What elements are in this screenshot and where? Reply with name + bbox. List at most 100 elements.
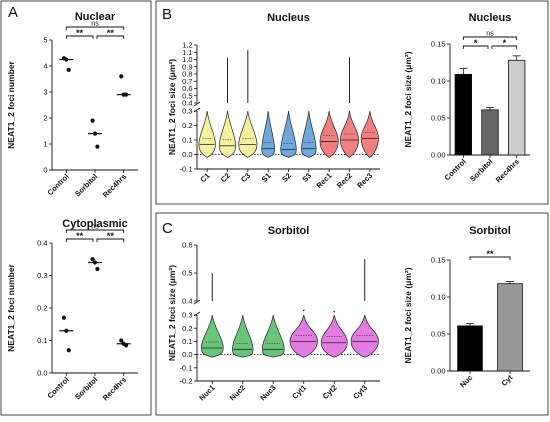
y-tick-label: 0.6 xyxy=(182,84,192,93)
data-point xyxy=(61,315,67,320)
x-tick-label: Sorbitol xyxy=(73,172,99,198)
bar-cyt xyxy=(497,283,523,372)
x-tick-label: Control xyxy=(46,172,71,197)
y-tick-label: 0.4 xyxy=(182,99,192,108)
y-tick-label: 0.00 xyxy=(431,367,446,376)
chart-title: Nucleus xyxy=(267,12,310,24)
y-tick-label: 1.2 xyxy=(182,41,192,50)
y-tick-label: 0.1 xyxy=(182,136,192,145)
significance-bracket xyxy=(462,36,518,40)
data-point xyxy=(95,266,100,272)
y-tick-label: 0 xyxy=(43,166,47,175)
y-tick-label: 0.10 xyxy=(431,77,446,86)
y-tick-label: 0.7 xyxy=(182,77,192,86)
significance-bracket xyxy=(462,45,489,49)
bar-nuc xyxy=(457,325,483,372)
x-tick-label: Rec1 xyxy=(315,171,334,190)
x-tick-label: Nuc1 xyxy=(197,383,216,402)
significance-bracket xyxy=(491,45,518,49)
y-tick-label: 0.6 xyxy=(182,241,192,250)
significance-bracket xyxy=(65,35,94,39)
bar-rec4hrs xyxy=(507,59,526,156)
significance-bracket xyxy=(65,238,94,242)
violin-cyt1 xyxy=(289,314,318,358)
panel-label: A xyxy=(8,4,18,21)
y-tick-label: 0.10 xyxy=(431,293,446,302)
chart-title: Nuclear xyxy=(75,11,116,23)
y-axis-label: NEAT1_2 foci size (μm²) xyxy=(403,51,413,147)
y-tick-label: -0.2 xyxy=(180,377,193,386)
significance-bracket xyxy=(65,26,125,30)
significance-label: ** xyxy=(76,231,84,241)
y-tick-label: 0.4 xyxy=(37,239,47,248)
y-tick-label: 4 xyxy=(43,62,47,71)
x-tick-label: Nuc2 xyxy=(228,383,247,402)
data-point xyxy=(66,67,71,72)
data-point xyxy=(119,74,124,79)
x-tick-label: S2 xyxy=(280,171,293,184)
y-tick-label: 0.05 xyxy=(431,114,446,123)
violin-nuc3 xyxy=(261,314,285,358)
data-point xyxy=(90,257,95,262)
y-tick-label: 0.3 xyxy=(182,107,192,116)
x-tick-label: C3 xyxy=(239,171,252,184)
chart-title: Cytoplasmic xyxy=(62,218,127,230)
data-point xyxy=(90,118,95,123)
y-tick-label: 0.0 xyxy=(37,369,47,378)
x-tick-label: Rec4hrs xyxy=(101,375,128,402)
axis-break-mark xyxy=(193,101,201,107)
panel-label: B xyxy=(162,6,172,23)
y-tick-label: -0.1 xyxy=(180,165,193,174)
y-axis-label: NEAT1_2 foci size (μm²) xyxy=(167,59,177,155)
y-tick-label: 0.5 xyxy=(182,91,192,100)
significance-label: ns xyxy=(486,31,494,38)
significance-label: * xyxy=(474,38,478,48)
x-tick-label: Sorbitol xyxy=(468,157,494,183)
violin-s3 xyxy=(301,110,317,158)
x-tick-label: S1 xyxy=(260,171,273,184)
significance-bracket xyxy=(96,238,125,242)
y-tick-label: 0.1 xyxy=(37,336,47,345)
y-tick-label: 0.8 xyxy=(182,70,192,79)
y-tick-label: 2 xyxy=(43,114,47,123)
violin-rec3 xyxy=(360,110,379,158)
x-tick-label: Cyt xyxy=(499,373,514,388)
y-axis-label: NEAT1_2 foci size (μm²) xyxy=(403,267,413,363)
bar-control xyxy=(454,73,473,156)
x-tick-label: C2 xyxy=(219,171,232,184)
violin-c1 xyxy=(198,110,216,158)
x-tick-label: Control xyxy=(46,375,71,400)
y-tick-label: 0.9 xyxy=(182,62,192,71)
y-tick-label: 0.0 xyxy=(182,150,192,159)
violin-s2 xyxy=(280,110,297,158)
y-tick-label: -0.1 xyxy=(180,363,193,372)
significance-label: * xyxy=(503,38,507,48)
data-point xyxy=(95,144,100,149)
x-tick-label: Cyt1 xyxy=(290,383,308,401)
x-tick-label: Cyt3 xyxy=(351,383,369,401)
y-tick-label: 0.15 xyxy=(431,40,446,49)
outlier-point xyxy=(333,310,336,313)
y-axis-label: NEAT1_2 foci number xyxy=(6,263,16,351)
y-tick-label: 0.3 xyxy=(37,271,47,280)
data-point xyxy=(119,338,124,343)
y-tick-label: 0.2 xyxy=(182,324,192,333)
panel-c-frame xyxy=(155,212,549,416)
y-axis-label: NEAT1_2 foci number xyxy=(6,60,16,148)
y-tick-label: 1.1 xyxy=(182,48,192,57)
significance-label: ** xyxy=(486,249,494,259)
y-axis-label: NEAT1_2 foci size (μm²) xyxy=(167,265,177,361)
y-tick-label: 3 xyxy=(43,88,47,97)
panel-b-frame xyxy=(155,0,549,205)
y-tick-label: 0.00 xyxy=(431,151,446,160)
x-tick-label: Control xyxy=(443,157,468,182)
x-tick-label: Nuc3 xyxy=(258,383,277,402)
y-tick-label: 0.3 xyxy=(182,311,192,320)
x-tick-label: Cyt2 xyxy=(321,383,339,401)
significance-bracket xyxy=(65,229,125,233)
axis-break-mark xyxy=(193,299,201,305)
significance-label: ns xyxy=(91,224,99,231)
panel-label: C xyxy=(162,220,173,237)
y-tick-label: 0.5 xyxy=(182,269,192,278)
